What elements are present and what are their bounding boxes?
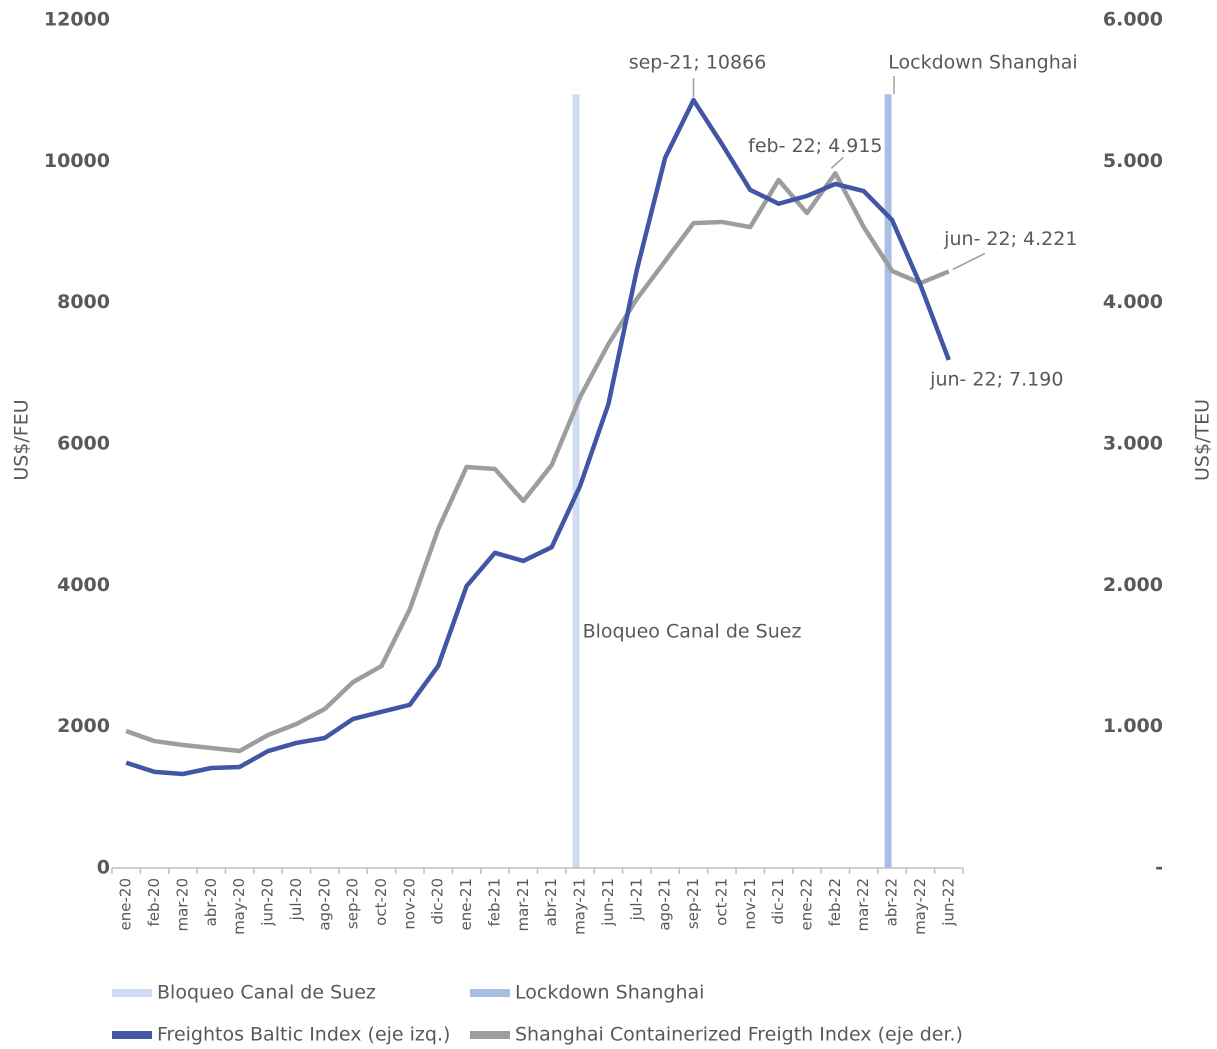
event-bar xyxy=(572,94,580,868)
x-tick-label: jun-22 xyxy=(939,878,957,927)
series-line xyxy=(125,97,951,777)
x-tick-label: oct-20 xyxy=(372,878,390,926)
x-tick-label: jul-20 xyxy=(287,878,305,921)
y-tick-label: 4000 xyxy=(57,574,110,596)
event-label: Bloqueo Canal de Suez xyxy=(583,621,802,643)
legend-label: Freightos Baltic Index (eje izq.) xyxy=(157,1024,450,1046)
y-tick-label: 12000 xyxy=(44,9,110,31)
x-tick-label: mar-21 xyxy=(514,878,532,932)
x-tick-label: nov-20 xyxy=(400,878,418,930)
leader-line xyxy=(830,156,844,169)
y2-tick-label: 2.000 xyxy=(1103,574,1163,596)
x-tick-label: may-20 xyxy=(230,878,248,935)
x-tick-label: jun-21 xyxy=(599,878,617,927)
x-tick-label: abr-20 xyxy=(202,878,220,926)
y2-axis-label: US$/TEU xyxy=(1192,399,1214,481)
data-label: sep-21; 10866 xyxy=(629,52,767,74)
legend-label: Lockdown Shanghai xyxy=(515,982,704,1004)
x-tick-label: may-22 xyxy=(911,878,929,935)
y-tick-label: 2000 xyxy=(57,715,110,737)
y-tick-label: 0 xyxy=(97,857,110,879)
series-line xyxy=(125,171,950,754)
x-tick-label: mar-22 xyxy=(854,878,872,932)
y2-tick-label: 1.000 xyxy=(1103,715,1163,737)
data-label: jun- 22; 4.221 xyxy=(943,228,1077,250)
x-tick-label: feb-22 xyxy=(826,878,844,927)
legend-swatch xyxy=(112,989,152,997)
y-tick-label: 6000 xyxy=(57,433,110,455)
legend-label: Shanghai Containerized Freigth Index (ej… xyxy=(515,1024,963,1046)
y-tick-label: 10000 xyxy=(44,150,110,172)
y2-tick-label: 4.000 xyxy=(1103,291,1163,313)
x-tick-label: ene-21 xyxy=(457,878,475,930)
x-tick-label: sep-21 xyxy=(684,878,702,929)
x-tick-label: ago-21 xyxy=(656,878,674,931)
x-tick-label: jul-21 xyxy=(627,878,645,921)
x-tick-label: ene-20 xyxy=(117,878,135,930)
x-tick-label: feb-20 xyxy=(145,878,163,927)
x-tick-label: dic-20 xyxy=(429,878,447,924)
leader-line xyxy=(952,252,986,271)
event-label: Lockdown Shanghai xyxy=(888,52,1077,74)
x-tick-label: oct-21 xyxy=(712,878,730,926)
x-tick-label: abr-21 xyxy=(542,878,560,926)
x-tick-label: dic-21 xyxy=(769,878,787,924)
y-tick-label: 8000 xyxy=(57,291,110,313)
x-tick-label: ago-20 xyxy=(315,878,333,931)
x-tick-label: nov-21 xyxy=(741,878,759,930)
y2-tick-label: 3.000 xyxy=(1103,433,1163,455)
legend-label: Bloqueo Canal de Suez xyxy=(157,982,376,1004)
event-bar xyxy=(884,94,892,868)
y-axis-label: US$/FEU xyxy=(11,399,33,480)
legend-swatch xyxy=(470,1031,510,1039)
legend-swatch xyxy=(112,1031,152,1039)
x-tick-label: abr-22 xyxy=(883,878,901,926)
legend-swatch xyxy=(470,989,510,997)
x-tick-label: sep-20 xyxy=(344,878,362,929)
x-tick-label: may-21 xyxy=(571,878,589,935)
y2-tick-label: 5.000 xyxy=(1103,150,1163,172)
y2-tick-label: - xyxy=(1155,857,1163,879)
x-tick-label: jun-20 xyxy=(259,878,277,927)
y2-tick-label: 6.000 xyxy=(1103,9,1163,31)
data-label: feb- 22; 4.915 xyxy=(748,135,882,157)
x-tick-label: ene-22 xyxy=(797,878,815,930)
data-label: jun- 22; 7.190 xyxy=(929,368,1063,390)
x-tick-label: mar-20 xyxy=(173,878,191,932)
x-tick-label: feb-21 xyxy=(485,878,503,927)
